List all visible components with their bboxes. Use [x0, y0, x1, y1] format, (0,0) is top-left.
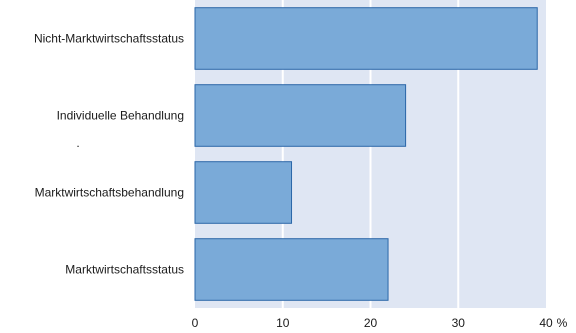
x-tick-label-40: 40 — [539, 316, 553, 330]
x-tick-label-20: 20 — [364, 316, 378, 330]
bar-2 — [194, 84, 407, 147]
x-unit-label: % — [557, 316, 568, 330]
x-tick-label-0: 0 — [192, 316, 199, 330]
x-tick-label-30: 30 — [452, 316, 466, 330]
bar-1 — [194, 7, 538, 70]
category-label-2: Individuelle Behandlung — [57, 109, 184, 123]
category-labels: Nicht-Marktwirtschaftsstatus Individuelle… — [34, 32, 184, 277]
category-label-1: Nicht-Marktwirtschaftsstatus — [34, 32, 184, 46]
bar-4 — [194, 238, 389, 301]
stray-dot: . — [76, 136, 79, 150]
x-tick-labels: 0 10 20 30 40 — [192, 316, 553, 330]
x-tick-label-10: 10 — [276, 316, 290, 330]
category-label-4: Marktwirtschaftsstatus — [65, 263, 184, 277]
bars — [194, 7, 538, 301]
category-label-3: Marktwirtschaftsbehandlung — [35, 186, 184, 200]
bar-3 — [194, 161, 293, 224]
